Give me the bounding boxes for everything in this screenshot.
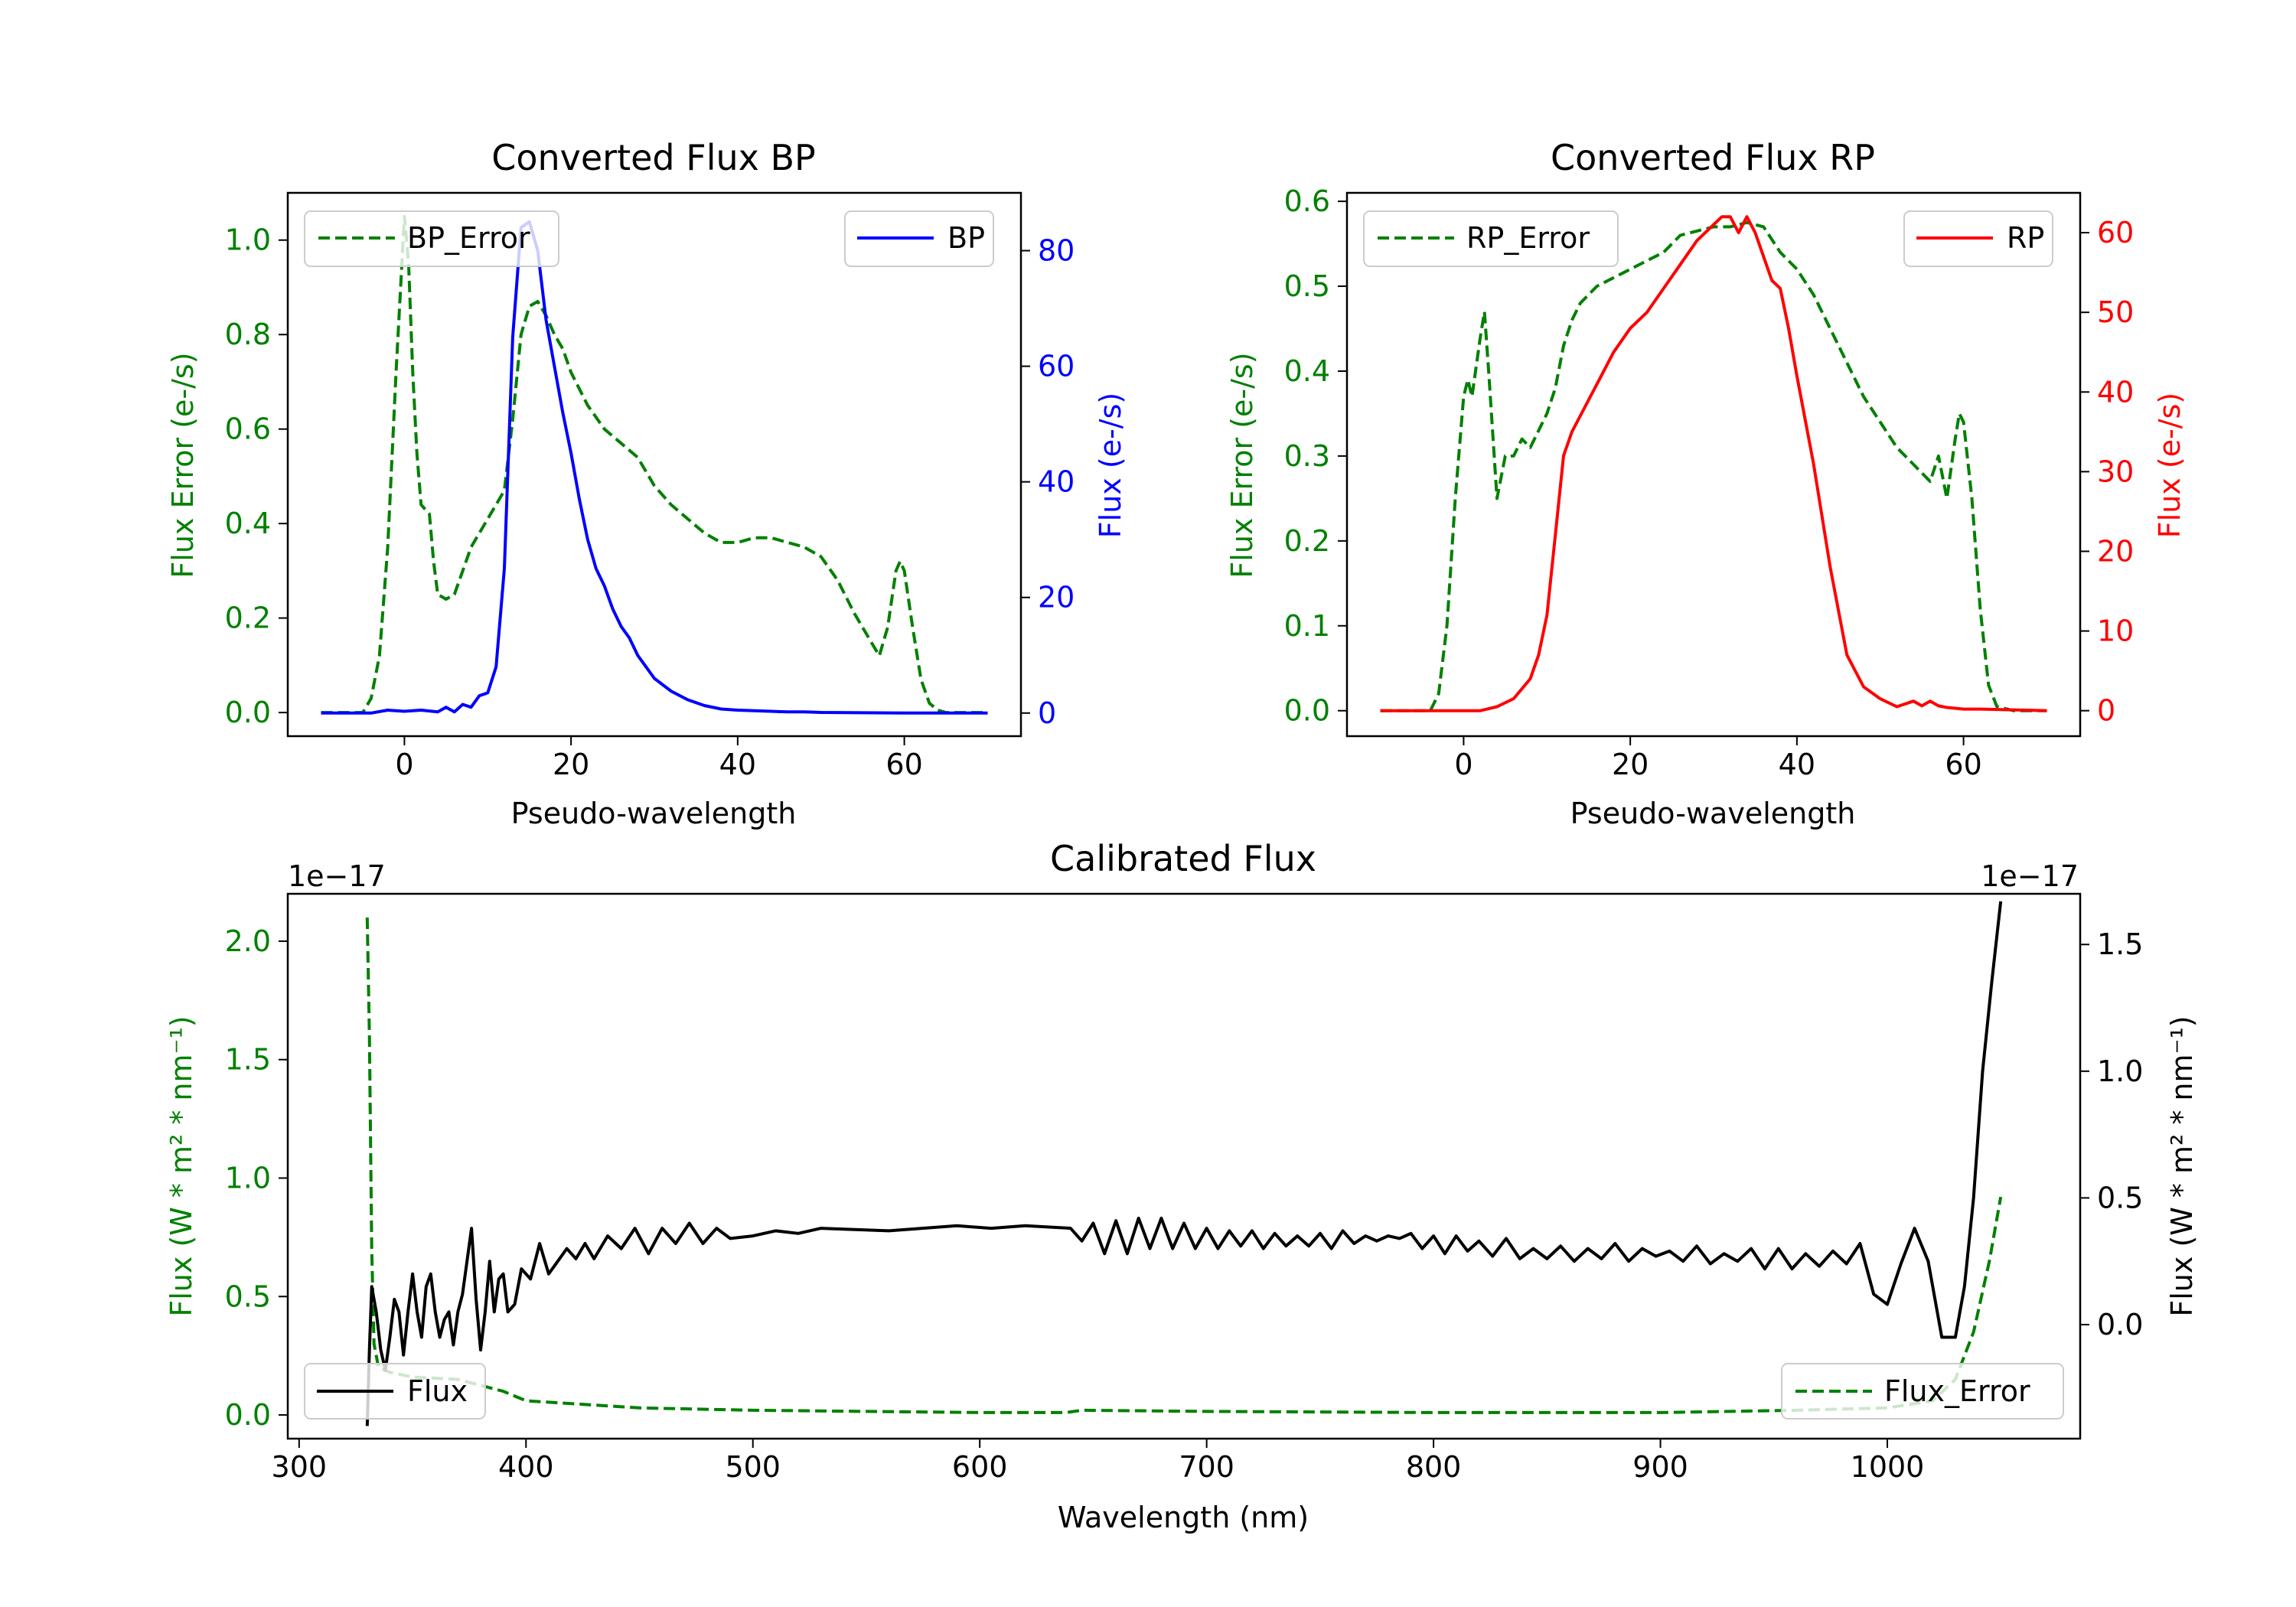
bp-ytick-left-label: 0.2: [225, 601, 271, 635]
bp-legend-left: BP_Error: [304, 210, 559, 267]
rp-xlabel: Pseudo-wavelength: [1570, 797, 1856, 830]
rp-ytick-right-label: 40: [2097, 375, 2134, 409]
cal-axes-frame: [286, 892, 2082, 1440]
cal-ytick-left-label: 0.0: [225, 1398, 271, 1432]
bp-ytick-right-label: 40: [1038, 465, 1075, 499]
rp-series-rp-error: [1380, 220, 2047, 712]
bp-ylabel-left: Flux Error (e-/s): [166, 352, 200, 578]
cal-title: Calibrated Flux: [1050, 838, 1316, 879]
cal-offset-right: 1e−17: [1981, 859, 2079, 893]
cal-legend-right-frame: [1781, 1363, 2064, 1420]
bp-series-bp-error: [321, 214, 988, 715]
cal-legend-right: Flux_Error: [1781, 1363, 2064, 1420]
bp-xtick-label: 40: [719, 748, 756, 781]
bp-legend-left-frame: [304, 210, 559, 267]
cal-ytick-right-label: 0.0: [2097, 1308, 2143, 1341]
rp-ytick-right-label: 0: [2097, 694, 2115, 728]
rp-legend-left-frame: [1363, 210, 1619, 267]
bp-ytick-left-label: 1.0: [225, 223, 271, 257]
cal-ytick-right-label: 1.5: [2097, 927, 2143, 961]
rp-legend-left: RP_Error: [1363, 210, 1619, 267]
rp-xtick-label: 20: [1612, 748, 1649, 781]
cal-xtick-label: 1000: [1851, 1450, 1925, 1484]
bp-axes: 0 20 40 60 0.0 0.2 0.4 0.6 0.8 1.0 0 20 40 60 80 Conve…: [166, 137, 1127, 830]
rp-xtick-label: 60: [1945, 748, 1981, 781]
rp-ytick-right-label: 20: [2097, 534, 2134, 568]
bp-ytick-right-label: 20: [1038, 581, 1075, 614]
rp-axes: 0 20 40 60 0.0 0.1 0.2 0.3 0.4 0.5 0.6 0 10 20 30 40 50 6…: [1225, 137, 2187, 830]
rp-axes-frame: [1345, 191, 2082, 738]
bp-xtick-label: 60: [885, 748, 922, 781]
cal-offset-left: 1e−17: [288, 859, 386, 893]
rp-legend-left-label: RP_Error: [1466, 221, 1590, 255]
cal-xtick-label: 900: [1632, 1450, 1688, 1484]
cal-xlabel: Wavelength (nm): [1058, 1501, 1309, 1534]
bp-legend-right-label: BP: [947, 221, 985, 255]
cal-xtick-label: 400: [498, 1450, 554, 1484]
bp-ytick-left-label: 0.4: [225, 507, 271, 540]
bp-series-bp: [321, 220, 988, 715]
cal-ylabel-left: Flux (W * m² * nm⁻¹): [165, 1015, 198, 1316]
cal-legend-left-frame: [304, 1363, 486, 1420]
bp-title: Converted Flux BP: [491, 137, 816, 178]
cal-series-flux: [365, 901, 2003, 1426]
cal-legend-right-label: Flux_Error: [1884, 1374, 2030, 1408]
bp-plot-marks: 0 20 40 60 0.0 0.2 0.4 0.6 0.8 1.0 0 20 40 60 80: [225, 191, 1075, 781]
bp-xtick-label: 0: [395, 748, 413, 781]
bp-ytick-left-label: 0.8: [225, 318, 271, 351]
rp-xtick-label: 40: [1779, 748, 1815, 781]
rp-ytick-left-label: 0.2: [1284, 524, 1330, 558]
rp-ylabel-right: Flux (e-/s): [2153, 393, 2187, 538]
rp-ytick-left-label: 0.1: [1284, 609, 1330, 643]
rp-ytick-left-label: 0.6: [1284, 184, 1330, 218]
rp-ytick-right-label: 30: [2097, 455, 2134, 488]
bp-legend-left-label: BP_Error: [407, 221, 530, 255]
cal-ytick-right-label: 1.0: [2097, 1054, 2143, 1088]
cal-ytick-left-label: 2.0: [225, 924, 271, 958]
cal-xtick-label: 700: [1179, 1450, 1234, 1484]
rp-ytick-left-label: 0.3: [1284, 439, 1330, 473]
cal-ytick-left-label: 1.0: [225, 1161, 271, 1195]
rp-ytick-left-label: 0.4: [1284, 354, 1330, 388]
rp-ytick-left-label: 0.0: [1284, 694, 1330, 728]
bp-axes-frame: [286, 191, 1022, 738]
cal-legend-left-label: Flux: [407, 1374, 468, 1408]
bp-xlabel: Pseudo-wavelength: [511, 797, 797, 830]
rp-xtick-label: 0: [1454, 748, 1473, 781]
bp-legend-right: BP: [844, 210, 994, 267]
bp-ytick-right-label: 60: [1038, 350, 1075, 383]
rp-ylabel-left: Flux Error (e-/s): [1225, 352, 1259, 578]
rp-series-rp: [1380, 215, 2047, 712]
cal-series-flux-error: [365, 917, 2003, 1414]
rp-ytick-right-label: 10: [2097, 614, 2134, 648]
bp-xtick-label: 20: [553, 748, 589, 781]
rp-plot-marks: 0 20 40 60 0.0 0.1 0.2 0.3 0.4 0.5 0.6 0 10 20 30 40 50 6…: [1284, 184, 2135, 781]
cal-xtick-label: 300: [272, 1450, 328, 1484]
cal-plot-marks: 300 400 500 600 700 800 900 1000 0.0 0.5 1.0 1.5 2.0…: [225, 892, 2143, 1484]
rp-legend-right: RP: [1903, 210, 2053, 267]
bp-ytick-left-label: 0.6: [225, 412, 271, 446]
cal-ytick-right-label: 0.5: [2097, 1181, 2143, 1214]
bp-ytick-right-label: 80: [1038, 234, 1075, 268]
cal-ytick-left-label: 0.5: [225, 1279, 271, 1313]
cal-xtick-label: 800: [1406, 1450, 1462, 1484]
bp-ytick-left-label: 0.0: [225, 696, 271, 729]
cal-ytick-left-label: 1.5: [225, 1043, 271, 1077]
cal-axes: 300 400 500 600 700 800 900 1000 0.0 0.5 1.0 1.5 2.0…: [165, 838, 2199, 1534]
rp-ytick-right-label: 60: [2097, 216, 2134, 249]
cal-xtick-label: 600: [952, 1450, 1008, 1484]
bp-ylabel-right: Flux (e-/s): [1094, 393, 1127, 538]
rp-ytick-right-label: 50: [2097, 295, 2134, 329]
bp-ytick-right-label: 0: [1038, 696, 1056, 730]
cal-legend-left: Flux: [304, 1363, 486, 1420]
rp-title: Converted Flux RP: [1551, 137, 1875, 178]
rp-ytick-left-label: 0.5: [1284, 269, 1330, 303]
cal-xtick-label: 500: [725, 1450, 781, 1484]
rp-legend-right-label: RP: [2007, 221, 2044, 255]
cal-ylabel-right: Flux (W * m² * nm⁻¹): [2165, 1015, 2199, 1316]
